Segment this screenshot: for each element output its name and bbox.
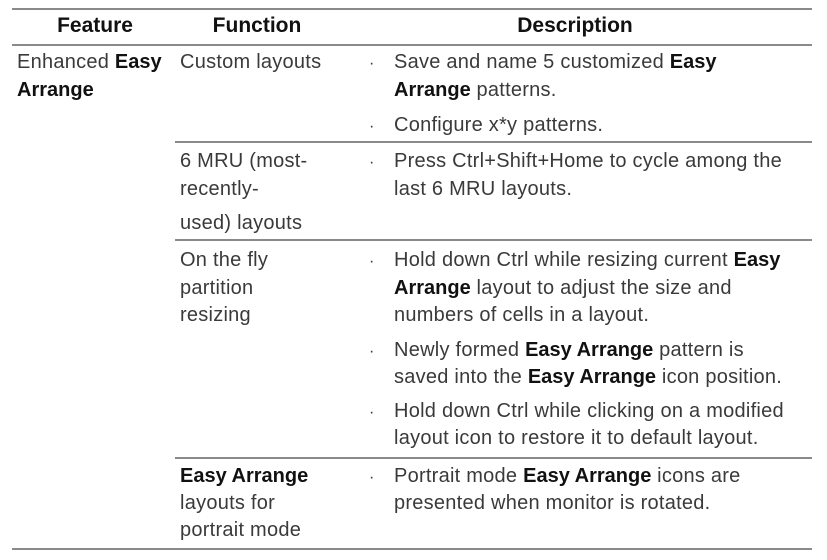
table-top-rule	[12, 8, 812, 10]
function-cell-line: used) layouts	[180, 210, 302, 236]
header-bottom-rule	[12, 44, 812, 46]
bold-text: Arrange	[394, 277, 471, 299]
bold-text: Easy	[733, 249, 781, 271]
text-segment: Hold down Ctrl while resizing current	[394, 249, 734, 271]
function-cell-line: resizing	[180, 302, 251, 328]
feature-cell-line: Enhanced Easy	[17, 49, 162, 75]
description-line: Hold down Ctrl while resizing current Ea…	[394, 247, 780, 273]
text-segment: Enhanced	[17, 51, 115, 73]
feature-cell-line: Arrange	[17, 77, 94, 103]
text-segment: saved into the	[394, 366, 528, 388]
row-divider	[175, 239, 812, 241]
bullet-icon: ·	[369, 118, 375, 135]
text-segment: patterns.	[470, 79, 557, 101]
function-cell-line: layouts for	[180, 490, 275, 516]
text-segment: Save and name 5 customized	[394, 51, 670, 73]
description-line: presented when monitor is rotated.	[394, 490, 710, 516]
bold-text: Easy	[114, 51, 162, 73]
bullet-icon: ·	[369, 253, 375, 270]
text-segment: icon position.	[656, 366, 783, 388]
bold-text: Arrange	[394, 79, 471, 101]
bullet-icon: ·	[369, 343, 375, 360]
bullet-icon: ·	[369, 469, 375, 486]
row-divider	[175, 141, 812, 143]
text-segment: Portrait mode	[394, 465, 524, 487]
bullet-icon: ·	[369, 55, 375, 72]
function-cell-line: Easy Arrange	[180, 463, 308, 489]
bold-text: Easy Arrange	[527, 366, 657, 388]
description-line: Save and name 5 customized Easy	[394, 49, 717, 75]
function-cell-line: portrait mode	[180, 517, 301, 543]
text-segment: On the fly	[180, 249, 269, 271]
text-segment: last 6 MRU layouts.	[394, 178, 573, 200]
bullet-icon: ·	[369, 154, 375, 171]
bold-text: Arrange	[17, 79, 94, 101]
description-line: Arrange layout to adjust the size and	[394, 275, 732, 301]
text-segment: layouts for	[180, 492, 276, 514]
text-segment: numbers of cells in a layout.	[394, 304, 650, 326]
text-segment: 6 MRU (most-	[180, 150, 308, 172]
bold-text: Easy Arrange	[180, 465, 309, 487]
text-segment: layout icon to restore it to default lay…	[394, 427, 759, 449]
text-segment: icons are	[651, 465, 741, 487]
bold-text: Easy	[669, 51, 717, 73]
function-cell-line: On the fly	[180, 247, 268, 273]
function-cell-line: 6 MRU (most-	[180, 148, 307, 174]
text-segment: pattern is	[653, 339, 744, 361]
text-segment: Newly formed	[394, 339, 526, 361]
row-divider	[175, 457, 812, 459]
header-description: Description	[517, 14, 633, 37]
text-segment: recently-	[180, 178, 259, 200]
text-segment: Custom layouts	[180, 51, 322, 73]
text-segment: Configure x*y patterns.	[394, 114, 604, 136]
text-segment: presented when monitor is rotated.	[394, 492, 711, 514]
description-line: Press Ctrl+Shift+Home to cycle among the	[394, 148, 782, 174]
header-function: Function	[212, 14, 302, 37]
bold-text: Easy Arrange	[525, 339, 654, 361]
function-cell-line: Custom layouts	[180, 49, 321, 75]
text-segment: Press Ctrl+Shift+Home to cycle among the	[394, 150, 782, 172]
header-feature: Feature	[57, 14, 133, 37]
description-line: last 6 MRU layouts.	[394, 176, 572, 202]
text-segment: resizing	[180, 304, 251, 326]
description-line: Newly formed Easy Arrange pattern is	[394, 337, 744, 363]
text-segment: portrait mode	[180, 519, 302, 541]
bold-text: Easy Arrange	[523, 465, 652, 487]
description-line: saved into the Easy Arrange icon positio…	[394, 364, 782, 390]
description-line: Hold down Ctrl while clicking on a modif…	[394, 398, 784, 424]
bullet-icon: ·	[369, 404, 375, 421]
description-line: Portrait mode Easy Arrange icons are	[394, 463, 741, 489]
table-bottom-rule	[12, 548, 812, 550]
description-line: numbers of cells in a layout.	[394, 302, 649, 328]
text-segment: layout to adjust the size and	[470, 277, 732, 299]
function-cell-line: recently-	[180, 176, 259, 202]
description-line: Arrange patterns.	[394, 77, 557, 103]
description-line: layout icon to restore it to default lay…	[394, 425, 759, 451]
text-segment: Hold down Ctrl while clicking on a modif…	[394, 400, 784, 422]
text-segment: partition	[180, 277, 254, 299]
function-cell-line: partition	[180, 275, 253, 301]
text-segment: used) layouts	[180, 212, 303, 234]
description-line: Configure x*y patterns.	[394, 112, 603, 138]
